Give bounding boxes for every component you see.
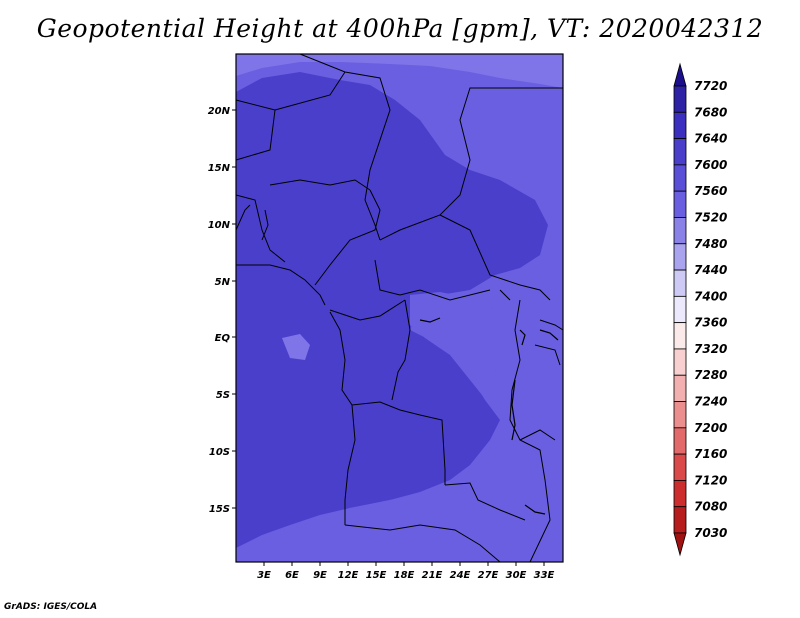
colorbar-swatch: [673, 427, 687, 455]
colorbar-level-label: 7280: [694, 368, 727, 382]
colorbar-level-label: 7120: [694, 473, 727, 487]
colorbar-level-label: 7640: [694, 132, 727, 146]
colorbar-swatch: [673, 348, 687, 376]
colorbar-level-label: 7680: [694, 105, 727, 119]
lat-label: 5N: [215, 277, 231, 288]
lon-label: 30E: [506, 570, 527, 581]
colorbar-level-label: 7400: [694, 289, 727, 303]
contour-patch-west: [282, 334, 310, 360]
contour-band-north: [236, 54, 563, 88]
lon-label: 3E: [257, 570, 271, 581]
lon-label: 21E: [422, 570, 443, 581]
colorbar-swatch: [673, 453, 687, 481]
colorbar-level-label: 7560: [694, 184, 727, 198]
colorbar: 7720 7680 7640 7600 7560 7520 7480 7440 7400 7360…: [673, 62, 727, 557]
contour-band-south: [236, 440, 563, 562]
colorbar-level-label: 7360: [694, 316, 727, 330]
lon-label: 15E: [366, 570, 387, 581]
colorbar-level-label: 7480: [694, 237, 727, 251]
colorbar-swatch: [673, 164, 687, 192]
colorbar-swatch: [673, 111, 687, 139]
lat-label: 5S: [216, 390, 230, 401]
colorbar-level-label: 7720: [694, 79, 727, 93]
lon-label: 24E: [450, 570, 471, 581]
contour-band-mid: [410, 292, 520, 420]
lon-label: 27E: [478, 570, 499, 581]
lat-label: 15S: [209, 504, 230, 515]
contour-band-high: [236, 72, 548, 548]
colorbar-swatch: [673, 269, 687, 297]
colorbar-level-label: 7030: [694, 526, 727, 540]
lon-label: 33E: [534, 570, 555, 581]
colorbar-swatch: [673, 401, 687, 429]
colorbar-top-arrow: [673, 62, 687, 87]
map-panel: [235, 53, 564, 563]
lat-label: 10N: [208, 220, 231, 231]
longitude-axis: 3E 6E 9E 12E 15E 18E 21E 24E 27E 30E 33E: [257, 562, 555, 581]
colorbar-swatch: [673, 85, 687, 113]
latitude-axis: 20N 15N 10N 5N EQ 5S 10S 15S: [208, 106, 236, 515]
lat-label: EQ: [215, 333, 231, 344]
lon-label: 9E: [313, 570, 327, 581]
colorbar-swatch: [673, 506, 687, 534]
credit-text: GrADS: IGES/COLA: [4, 602, 98, 612]
colorbar-level-label: 7240: [694, 395, 727, 409]
colorbar-level-label: 7440: [694, 263, 727, 277]
map-frame: [235, 53, 564, 563]
chart-title: Geopotential Height at 400hPa [gpm], VT:…: [36, 14, 764, 43]
lat-label: 20N: [208, 106, 231, 117]
colorbar-swatch: [673, 243, 687, 271]
colorbar-level-label: 7200: [694, 421, 727, 435]
colorbar-swatch: [673, 138, 687, 166]
lon-label: 18E: [394, 570, 415, 581]
colorbar-swatch: [673, 295, 687, 324]
colorbar-swatch: [673, 480, 687, 508]
lat-label: 15N: [208, 163, 231, 174]
colorbar-swatch: [673, 374, 687, 402]
country-borders: [235, 53, 564, 563]
lon-label: 12E: [338, 570, 359, 581]
colorbar-level-label: 7600: [694, 158, 727, 172]
colorbar-level-label: 7160: [694, 447, 727, 461]
lakes: [419, 317, 559, 515]
lat-label: 10S: [209, 447, 230, 458]
colorbar-bottom-arrow: [673, 532, 687, 557]
lon-label: 6E: [285, 570, 299, 581]
colorbar-level-label: 7080: [694, 500, 727, 514]
colorbar-swatch: [673, 190, 687, 218]
colorbar-swatch: [673, 217, 687, 245]
colorbar-level-label: 7320: [694, 342, 727, 356]
colorbar-level-label: 7520: [694, 210, 727, 224]
colorbar-swatch: [673, 322, 687, 350]
